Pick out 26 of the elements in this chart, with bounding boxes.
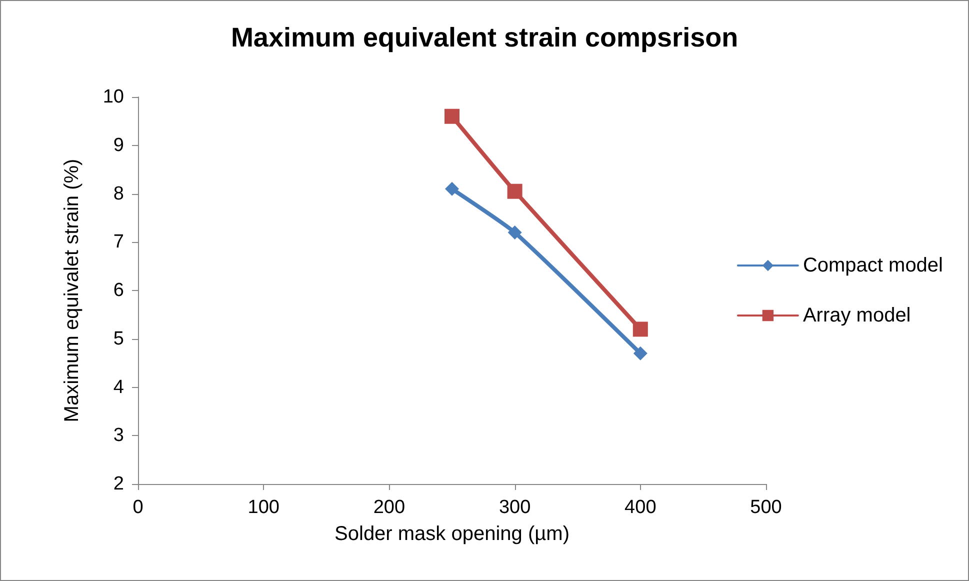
point (508, 225, 522, 240)
x-tick-label: 400 (624, 497, 656, 518)
legend-label: Array model (802, 304, 911, 326)
point (445, 182, 459, 196)
chart-title: Maximum equivalent strain compsrison (230, 22, 738, 52)
point (632, 322, 648, 337)
point (507, 184, 522, 199)
y-tick-label: 3 (113, 425, 124, 446)
y-tick-label: 6 (113, 280, 124, 301)
y-tick-label: 4 (113, 376, 124, 398)
x-tick-label: 500 (750, 497, 782, 518)
x-axis-title: Solder mask opening (µm) (334, 523, 570, 545)
x-tick-label: 100 (248, 497, 280, 518)
x-tick-label: 200 (373, 497, 406, 518)
y-tick-label: 5 (113, 328, 124, 350)
point (633, 346, 648, 360)
point (444, 108, 460, 124)
y-tick-label: 8 (113, 183, 124, 204)
x-tick-label: 0 (132, 497, 144, 518)
y-tick-label: 10 (102, 86, 124, 108)
y-tick-label: 7 (113, 232, 124, 253)
x-tick-label: 300 (498, 497, 531, 518)
y-tick-label: 9 (113, 134, 124, 156)
y-axis-title: Maximum equivalet strain (%) (61, 158, 83, 422)
legend-label: Compact model (802, 254, 944, 276)
y-tick-label: 2 (113, 474, 124, 494)
